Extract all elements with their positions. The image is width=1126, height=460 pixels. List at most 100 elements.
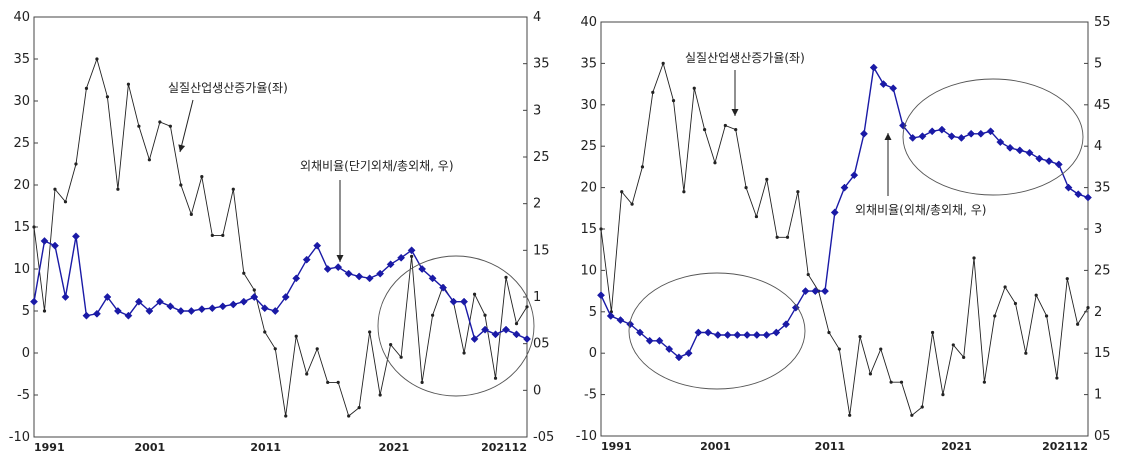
series-point-left-axis — [42, 309, 47, 313]
series-point-left-axis — [692, 86, 696, 90]
series-point-left-axis — [399, 355, 403, 359]
left-axis-tick-label: 20 — [13, 178, 30, 193]
chart-panel-right: -10 -5 0 5 10 15 20 25 30 35 40 05 1 15 2 25 3 35 4 45 5 55 19… — [563, 0, 1126, 460]
series-point-right-axis — [957, 133, 966, 142]
series-point-right-axis — [636, 328, 644, 337]
series-point-left-axis — [347, 414, 351, 418]
series-point-left-axis — [53, 187, 57, 191]
series-point-right-axis — [197, 305, 206, 314]
series-point-left-axis — [765, 177, 769, 181]
series-point-right-axis — [355, 272, 364, 281]
right-axis-tick-label: 2 — [533, 197, 541, 212]
series-point-left-axis — [368, 330, 372, 334]
right-axis-tick-label: 3 — [533, 103, 541, 118]
series-point-left-axis — [671, 99, 676, 103]
series-point-right-axis — [418, 265, 427, 273]
series-point-right-axis — [879, 80, 888, 89]
dual-axis-line-chart-right: -10-505101520253035400511522533544555519… — [576, 15, 1111, 453]
highlight-ellipse — [377, 255, 535, 397]
x-axis-tick-label: 2021 — [941, 440, 972, 453]
series-point-left-axis — [410, 254, 414, 258]
series-point-left-axis — [147, 158, 151, 162]
series-point-right-axis — [1035, 154, 1044, 163]
series-point-left-axis — [599, 227, 603, 231]
x-axis-tick-label: 2001 — [700, 440, 731, 453]
left-axis-tick-label: 15 — [13, 220, 30, 235]
series-line-left-axis — [33, 57, 528, 417]
series-point-right-axis — [1025, 148, 1034, 157]
x-axis-tick-label: 1991 — [34, 441, 65, 454]
series-point-right-axis — [176, 307, 185, 315]
series-point-left-axis — [32, 225, 36, 229]
series-point-right-axis — [103, 293, 112, 301]
series-point-right-axis — [30, 297, 38, 306]
right-axis-tick-label: 5 — [1094, 56, 1102, 71]
series-point-right-axis — [743, 331, 752, 339]
series-point-right-axis — [512, 330, 521, 339]
right-axis-tick-label: 05 — [1094, 429, 1111, 444]
left-axis-tick-label: 30 — [580, 98, 597, 113]
left-axis-tick-label: 35 — [580, 56, 597, 71]
series-point-left-axis — [879, 347, 883, 351]
series-point-left-axis — [620, 190, 624, 194]
series-point-left-axis — [252, 288, 256, 292]
series-point-left-axis — [982, 380, 986, 384]
series-point-left-axis — [116, 187, 120, 191]
dual-axis-line-chart-left: -10-50510152025303540-050051152253354199… — [9, 10, 554, 454]
x-axis-tick-label: 202112 — [481, 441, 527, 454]
left-axis-tick-label: -5 — [17, 388, 30, 403]
series-point-right-axis — [502, 325, 510, 334]
series-point-left-axis — [848, 413, 852, 417]
annotation-label: 외채비율(단기외채/총외채, 우) — [300, 159, 454, 173]
series-point-right-axis — [1054, 160, 1063, 169]
right-axis-tick-label: 15 — [533, 243, 550, 258]
x-axis-tick-label: 2001 — [135, 441, 166, 454]
series-point-right-axis — [986, 127, 995, 136]
series-point-right-axis — [250, 293, 259, 301]
series-point-left-axis — [525, 305, 529, 309]
series-point-left-axis — [200, 175, 204, 179]
series-point-right-axis — [597, 291, 605, 300]
series-point-left-axis — [430, 313, 435, 317]
series-point-right-axis — [713, 331, 722, 339]
annotation-arrow-head — [178, 144, 186, 152]
series-point-left-axis — [744, 186, 748, 190]
series-point-right-axis — [694, 328, 703, 337]
annotation-label: 외채비율(외채/총외채, 우) — [855, 203, 986, 217]
series-point-left-axis — [273, 347, 277, 351]
series-point-left-axis — [827, 330, 831, 335]
right-axis-tick-label: 05 — [533, 337, 550, 352]
series-line-left-axis — [600, 61, 1089, 417]
series-point-left-axis — [868, 372, 873, 376]
series-point-right-axis — [937, 125, 946, 134]
series-point-right-axis — [840, 183, 849, 192]
series-point-left-axis — [242, 271, 246, 275]
series-point-right-axis — [155, 297, 164, 306]
right-axis-tick-label: 3 — [1094, 222, 1102, 237]
series-point-right-axis — [908, 133, 917, 142]
series-point-right-axis — [439, 283, 448, 292]
series-point-left-axis — [640, 165, 645, 169]
left-axis-tick-label: 10 — [13, 262, 30, 277]
series-point-right-axis — [313, 241, 322, 250]
series-point-right-axis — [397, 253, 406, 262]
right-axis-tick-label: 15 — [1094, 346, 1111, 361]
series-point-right-axis — [491, 330, 500, 339]
series-point-left-axis — [231, 187, 235, 191]
series-point-right-axis — [860, 129, 868, 138]
series-point-right-axis — [947, 132, 956, 141]
series-point-left-axis — [1086, 306, 1090, 310]
left-axis-tick-label: 15 — [580, 222, 597, 237]
right-axis-tick-label: 0 — [533, 383, 541, 398]
series-point-right-axis — [61, 293, 70, 301]
series-point-right-axis — [428, 274, 437, 283]
series-point-left-axis — [951, 343, 955, 347]
right-axis-tick-label: -05 — [533, 430, 554, 445]
series-point-left-axis — [137, 124, 141, 128]
plot-frame — [33, 16, 528, 438]
series-point-right-axis — [271, 307, 280, 315]
series-point-left-axis — [263, 330, 267, 334]
series-point-right-axis — [344, 269, 353, 278]
series-point-right-axis — [365, 274, 374, 283]
series-point-right-axis — [407, 246, 416, 255]
